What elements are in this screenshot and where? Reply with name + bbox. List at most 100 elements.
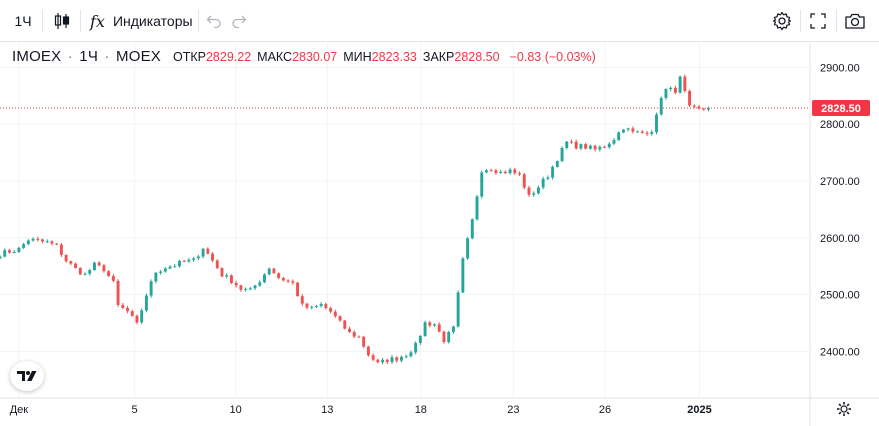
candle-body [154,272,158,282]
indicators-label: Индикаторы [112,13,193,29]
candle-body [31,238,35,241]
candle-body [673,87,677,93]
candle-body [277,273,281,279]
candle-body [7,250,11,253]
candle-body [116,280,120,305]
candle-body [612,140,616,144]
candle-body [296,282,300,297]
candle-body [111,276,115,281]
candle-body [456,292,460,327]
candle-body [494,170,498,174]
candle-body [588,145,592,149]
legend-symbol[interactable]: IMOEX · 1Ч · MOEX [12,48,161,65]
interval-button[interactable]: 1Ч [8,7,38,35]
candle-body [258,282,262,286]
candle-body [395,357,399,361]
symbol-exchange: MOEX [116,48,161,65]
tradingview-logo-icon [17,371,37,381]
undo-button[interactable] [203,7,225,35]
last-price-label: 2828.50 [821,103,861,115]
candle-body [480,172,484,197]
candle-body [88,270,92,274]
candle-body [348,328,351,333]
candle-body [409,352,413,357]
gear-icon-tooth [846,411,850,415]
toolbar-divider [42,10,43,32]
snapshot-button[interactable] [840,7,870,35]
toolbar-divider [80,10,81,32]
x-tick-label: 23 [507,404,519,416]
high-value: 2830.07 [292,50,338,64]
candle-body [286,280,290,282]
price-chart[interactable]: 2900.00 2800.00 2700.00 2600.00 2500.00 2400.… [0,43,879,426]
candle-body [617,132,621,141]
candle-body [3,250,7,257]
grid-lines [0,43,810,398]
candle-body [536,187,540,194]
candle-body [381,359,385,363]
candle-body [59,244,63,255]
candle-body [669,87,673,90]
candle-body [333,311,337,317]
candle-body [338,316,342,321]
candle-body [319,304,323,307]
candle-body [92,262,96,271]
candle-body [83,273,87,275]
chart-pane[interactable]: 2900.00 2800.00 2700.00 2600.00 2500.00 2400.… [0,43,879,426]
candle-body [17,247,21,252]
candle-body [22,244,26,248]
candle-body [140,310,144,323]
candle-body [551,166,555,178]
candle-body [182,260,186,262]
candle-body [659,97,663,115]
candle-body [64,254,68,262]
axis-settings-icon[interactable] [837,402,851,416]
candle-body [135,315,139,323]
toolbar-divider [800,10,801,32]
candle-body [36,238,40,240]
candle-body [196,256,200,259]
tradingview-logo[interactable] [10,361,44,391]
candle-body [518,173,521,175]
toolbar-divider [836,10,837,32]
candle-body [163,268,167,272]
chart-type-button[interactable] [48,7,76,35]
change-value: −0.83 (−0.03%) [509,50,596,64]
candle-body [418,335,422,343]
candle-body [626,128,630,130]
gear-icon [772,11,792,31]
x-tick-label: 26 [599,404,611,416]
open-value: 2829.22 [205,50,252,64]
candle-body [267,268,271,275]
candle-body [522,174,526,188]
gear-icon-tooth [838,403,842,407]
candle-body [102,265,106,272]
candle-body [225,275,229,277]
settings-button[interactable] [768,7,796,35]
candle-body [272,268,276,274]
fullscreen-icon [810,13,826,29]
camera-icon [845,13,865,29]
candle-body [173,266,177,268]
candle-body [593,145,597,150]
candle-body [159,271,163,273]
redo-button[interactable] [228,7,250,35]
candle-body [560,148,564,162]
candle-body [310,306,314,308]
candle-body [485,170,488,173]
candle-body [305,303,309,308]
candle-body [329,308,333,312]
close-label: ЗАКР [422,50,455,64]
candle-body [650,132,654,134]
close-value: 2828.50 [454,50,500,64]
y-tick-label: 2900.00 [820,62,860,74]
candle-body [475,196,479,220]
candle-body [688,90,692,106]
indicators-button[interactable]: fx Индикаторы [86,7,193,35]
candle-body [461,258,465,293]
fullscreen-button[interactable] [804,7,832,35]
candle-body [555,161,559,167]
candle-body [664,89,668,98]
candle-body [447,331,451,343]
candle-body [192,258,196,260]
